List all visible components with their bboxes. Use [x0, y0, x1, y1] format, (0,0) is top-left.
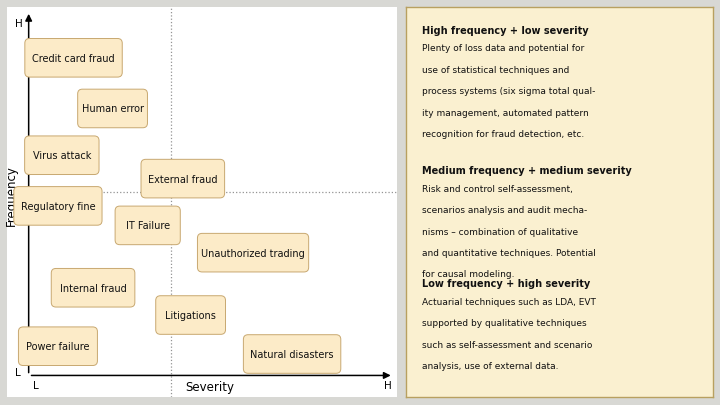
Text: External fraud: External fraud — [148, 174, 217, 184]
FancyBboxPatch shape — [19, 327, 97, 366]
Text: Power failure: Power failure — [26, 341, 90, 352]
Text: such as self-assessment and scenario: such as self-assessment and scenario — [421, 340, 592, 349]
Text: L: L — [32, 380, 38, 390]
Text: Regulatory fine: Regulatory fine — [21, 201, 95, 211]
FancyBboxPatch shape — [243, 335, 341, 373]
Text: Virus attack: Virus attack — [32, 151, 91, 161]
Text: Human error: Human error — [81, 104, 143, 114]
Text: Frequency: Frequency — [4, 164, 17, 225]
Text: H: H — [15, 19, 23, 29]
FancyBboxPatch shape — [24, 136, 99, 175]
Text: IT Failure: IT Failure — [125, 221, 170, 231]
FancyBboxPatch shape — [51, 269, 135, 307]
Text: and quantitative techniques. Potential: and quantitative techniques. Potential — [421, 248, 595, 257]
Text: scenarios analysis and audit mecha-: scenarios analysis and audit mecha- — [421, 206, 587, 215]
Text: ity management, automated pattern: ity management, automated pattern — [421, 109, 588, 117]
Text: supported by qualitative techniques: supported by qualitative techniques — [421, 318, 586, 327]
FancyBboxPatch shape — [24, 39, 122, 78]
Text: Credit card fraud: Credit card fraud — [32, 53, 115, 64]
Text: Low frequency + high severity: Low frequency + high severity — [421, 278, 590, 288]
Text: Risk and control self-assessment,: Risk and control self-assessment, — [421, 184, 572, 193]
FancyBboxPatch shape — [78, 90, 148, 128]
Text: process systems (six sigma total qual-: process systems (six sigma total qual- — [421, 87, 595, 96]
Text: Natural disasters: Natural disasters — [251, 349, 334, 359]
FancyBboxPatch shape — [115, 207, 180, 245]
Text: Litigations: Litigations — [165, 310, 216, 320]
Text: nisms – combination of qualitative: nisms – combination of qualitative — [421, 227, 577, 236]
Text: L: L — [15, 367, 21, 377]
Text: analysis, use of external data.: analysis, use of external data. — [421, 361, 558, 370]
Text: for causal modeling.: for causal modeling. — [421, 270, 514, 279]
Text: Actuarial techniques such as LDA, EVT: Actuarial techniques such as LDA, EVT — [421, 297, 595, 306]
Text: use of statistical techniques and: use of statistical techniques and — [421, 66, 569, 75]
Text: High frequency + low severity: High frequency + low severity — [421, 26, 588, 36]
Text: Plenty of loss data and potential for: Plenty of loss data and potential for — [421, 44, 584, 53]
Text: Unauthorized trading: Unauthorized trading — [201, 248, 305, 258]
Text: H: H — [384, 380, 392, 390]
Text: Internal fraud: Internal fraud — [60, 283, 127, 293]
Text: Medium frequency + medium severity: Medium frequency + medium severity — [421, 166, 631, 175]
FancyBboxPatch shape — [141, 160, 225, 198]
FancyBboxPatch shape — [197, 234, 309, 272]
Text: Severity: Severity — [186, 380, 235, 393]
FancyBboxPatch shape — [14, 187, 102, 226]
FancyBboxPatch shape — [156, 296, 225, 335]
Text: recognition for fraud detection, etc.: recognition for fraud detection, etc. — [421, 130, 584, 139]
